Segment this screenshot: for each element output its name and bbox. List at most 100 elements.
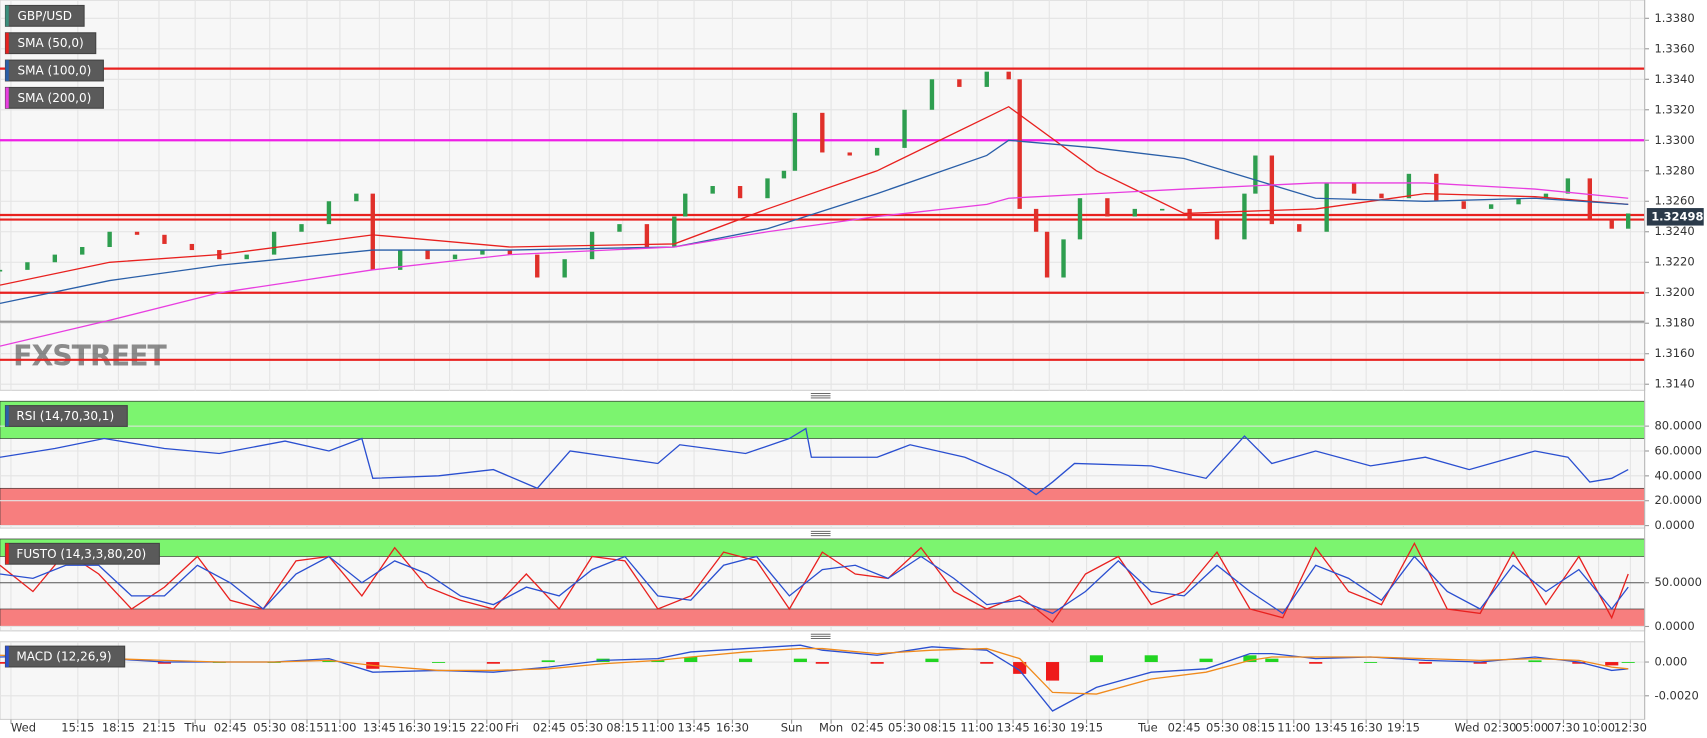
candle <box>354 193 359 202</box>
histogram-bar <box>322 660 336 663</box>
histogram-bar <box>1473 662 1487 664</box>
candle <box>1434 173 1439 202</box>
series-line <box>0 182 1629 347</box>
x-tick-label: 08:15 <box>606 721 639 735</box>
histogram-bar <box>157 662 172 664</box>
x-tick-label: 13:45 <box>1315 721 1348 735</box>
y-tick-label: 1.3340 <box>1654 72 1694 86</box>
y-tick-label: 1.3280 <box>1654 163 1694 177</box>
histogram-bar <box>1199 658 1213 663</box>
histogram-bar <box>1363 662 1378 663</box>
candle <box>929 79 935 110</box>
candle <box>0 269 3 272</box>
x-tick-label: Fri <box>505 721 519 735</box>
panel-title: RSI (14,70,30,1) <box>16 409 114 423</box>
candle <box>299 224 304 232</box>
y-tick-label: 1.3240 <box>1654 224 1694 238</box>
y-tick-label: 1.3160 <box>1654 346 1694 360</box>
y-tick-label: -0.0020 <box>1654 688 1698 702</box>
watermark: FXSTREET <box>13 340 167 373</box>
x-tick-label: 08:15 <box>290 721 323 735</box>
candle <box>984 71 989 87</box>
panel-title: MACD (12,26,9) <box>16 650 111 664</box>
x-tick-label: Thu <box>183 721 206 735</box>
series-line <box>0 541 1629 624</box>
candle <box>326 201 332 225</box>
y-tick-label: 1.3360 <box>1654 41 1694 55</box>
candle <box>683 193 688 217</box>
candle <box>1516 198 1521 205</box>
candle <box>1609 219 1614 229</box>
y-tick-label: 20.0000 <box>1654 493 1701 507</box>
candle <box>562 259 567 278</box>
x-tick-label: 11:00 <box>1277 721 1310 735</box>
y-tick-label: 80.0000 <box>1654 419 1701 433</box>
panel-title-swatch <box>5 405 9 427</box>
x-tick-label: Sun <box>781 721 803 735</box>
histogram-bar <box>1418 662 1432 664</box>
x-tick-label: 19:15 <box>433 721 466 735</box>
candle <box>792 112 798 171</box>
panel: 0.0000 50.0000 FUSTO (14,3,3,80,20) <box>0 530 1702 633</box>
histogram-bar <box>1089 655 1103 663</box>
panel-background <box>0 0 1646 391</box>
candle <box>644 224 650 247</box>
candle <box>370 193 375 270</box>
histogram-bar <box>651 660 665 663</box>
x-tick-label: 02:45 <box>1168 721 1201 735</box>
x-tick-label: 16:30 <box>716 721 749 735</box>
candle <box>957 79 962 87</box>
candle <box>617 224 622 232</box>
legend-label: GBP/USD <box>18 9 73 23</box>
x-tick-label: 16:30 <box>1033 721 1066 735</box>
candle <box>1565 178 1571 194</box>
x-tick-label: 08:15 <box>923 721 956 735</box>
panel: -0.0020 0.000 MACD (12,26,9) <box>0 633 1699 720</box>
candle <box>1587 178 1592 220</box>
x-tick-label: Wed <box>1454 721 1479 735</box>
candle <box>107 231 112 247</box>
candle <box>398 250 403 270</box>
candle <box>765 178 770 199</box>
x-tick-label: 11:00 <box>641 721 674 735</box>
y-tick-label: 0.0000 <box>1654 619 1694 633</box>
candle <box>134 231 140 235</box>
histogram-bar <box>1013 662 1027 674</box>
price-marker-label: 1.32498 <box>1651 209 1703 223</box>
x-tick-label: 10:00 <box>1582 721 1615 735</box>
zone <box>0 487 1645 526</box>
candle <box>1253 155 1258 194</box>
histogram-bar <box>1309 662 1323 664</box>
candle <box>1132 208 1137 217</box>
y-tick-label: 1.3220 <box>1654 255 1694 269</box>
x-tick-label: 02:45 <box>851 721 884 735</box>
y-tick-label: 1.3380 <box>1654 11 1694 25</box>
x-tick-label: 05:30 <box>888 721 921 735</box>
x-tick-label: 05:00 <box>1515 721 1548 735</box>
candle <box>1543 193 1549 199</box>
histogram-bar <box>541 660 555 663</box>
candle <box>1351 182 1357 194</box>
x-tick-label: 13:45 <box>997 721 1030 735</box>
x-tick-label: 18:15 <box>102 721 135 735</box>
x-tick-label: 11:00 <box>323 721 356 735</box>
candle <box>1006 71 1011 80</box>
histogram-bar <box>1572 662 1586 664</box>
x-tick-label: 13:45 <box>363 721 396 735</box>
histogram-bar <box>793 658 807 663</box>
candle <box>1017 79 1022 209</box>
candle <box>847 152 852 156</box>
candle <box>902 109 907 148</box>
legend-swatch <box>5 60 9 81</box>
candle <box>1077 198 1083 240</box>
x-tick-label: 15:15 <box>61 721 94 735</box>
y-tick-label: 1.3320 <box>1654 102 1694 116</box>
candle <box>480 250 485 255</box>
series-line <box>0 647 1629 695</box>
y-tick-label: 1.3140 <box>1654 377 1694 391</box>
histogram-bar <box>486 662 500 664</box>
candle <box>1461 201 1466 209</box>
legend-swatch <box>5 5 9 27</box>
candle <box>25 262 30 270</box>
zone <box>0 538 1645 557</box>
